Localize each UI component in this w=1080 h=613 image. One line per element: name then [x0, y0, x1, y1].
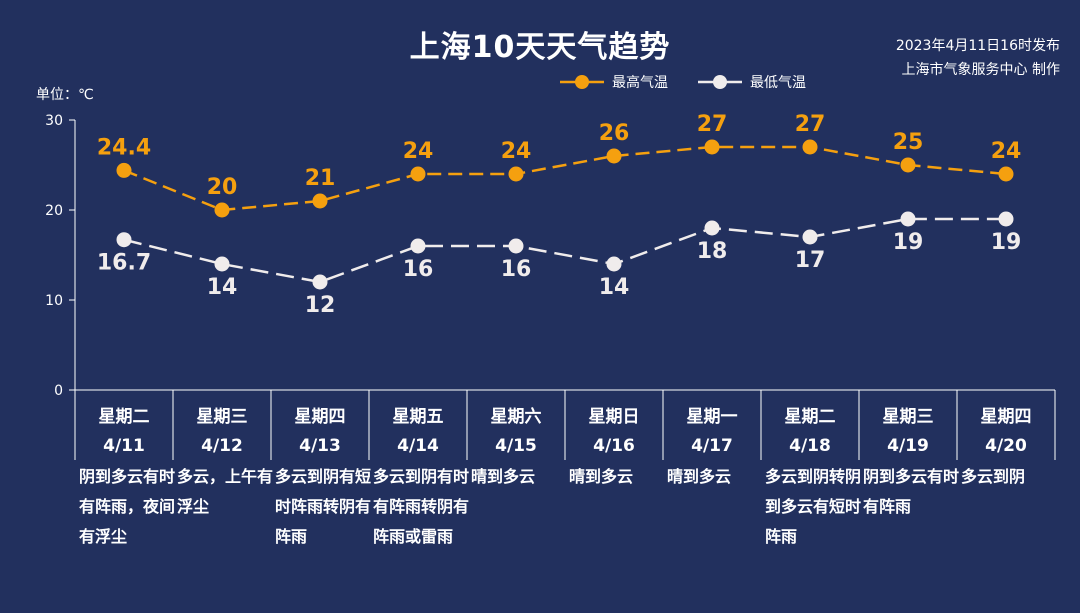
- data-label-high: 24: [991, 139, 1022, 164]
- x-tick-date: 4/13: [299, 436, 341, 456]
- x-tick-weekday: 星期四: [295, 407, 346, 427]
- data-point-low: [998, 211, 1014, 227]
- x-tick-date: 4/14: [397, 436, 439, 456]
- data-label-low: 16: [403, 257, 434, 282]
- unit-label: 单位：℃: [36, 87, 94, 103]
- x-tick-date: 4/15: [495, 436, 537, 456]
- series-line-high: [123, 145, 1007, 212]
- data-label-low: 16.7: [97, 251, 151, 276]
- data-point-high: [606, 148, 622, 164]
- legend-label-low: 最低气温: [750, 75, 806, 91]
- condition-text: 多云到阴: [961, 467, 1026, 486]
- data-label-high: 24: [403, 139, 434, 164]
- condition-text: 晴到多云: [471, 467, 536, 486]
- data-label-low: 12: [305, 293, 336, 318]
- data-label-low: 14: [207, 275, 238, 300]
- y-tick-label: 30: [45, 113, 63, 129]
- x-tick-weekday: 星期五: [393, 407, 444, 427]
- y-tick-label: 20: [45, 203, 63, 219]
- data-label-high: 26: [599, 121, 630, 146]
- data-label-high: 24.4: [97, 135, 151, 160]
- legend-item-high: 最高气温: [560, 72, 668, 92]
- x-tick-weekday: 星期二: [785, 407, 836, 427]
- data-point-low: [900, 211, 916, 227]
- data-point-low: [410, 238, 426, 254]
- data-label-high: 24: [501, 139, 532, 164]
- data-label-low: 19: [991, 230, 1022, 255]
- data-label-high: 20: [207, 175, 238, 200]
- data-point-high: [998, 166, 1014, 182]
- condition-text: 阴到多云有时有阵雨: [863, 467, 960, 516]
- series-line-low: [123, 217, 1006, 284]
- data-point-high: [214, 202, 230, 218]
- condition-text: 多云到阴有时有阵雨转阴有阵雨或雷雨: [373, 467, 470, 546]
- x-tick-date: 4/16: [593, 436, 635, 456]
- x-tick-date: 4/11: [103, 436, 145, 456]
- data-label-low: 17: [795, 248, 826, 273]
- x-tick-date: 4/20: [985, 436, 1027, 456]
- x-tick-weekday: 星期六: [491, 406, 542, 427]
- data-point-high: [704, 139, 720, 155]
- legend-item-low: 最低气温: [698, 72, 806, 92]
- data-point-low: [802, 229, 818, 245]
- legend-swatch-high: [560, 75, 604, 89]
- publish-info: 2023年4月11日16时发布 上海市气象服务中心 制作: [896, 34, 1060, 82]
- condition-text: 晴到多云: [569, 467, 634, 486]
- chart-title: 上海10天天气趋势: [409, 30, 671, 65]
- data-label-high: 25: [893, 130, 924, 155]
- y-tick-label: 10: [45, 293, 63, 309]
- x-tick-date: 4/18: [789, 436, 831, 456]
- x-tick-weekday: 星期二: [99, 407, 150, 427]
- x-tick-weekday: 星期三: [883, 407, 934, 427]
- legend-swatch-low: [698, 75, 742, 89]
- condition-text: 阴到多云有时有阵雨，夜间有浮尘: [79, 467, 176, 546]
- data-point-high: [802, 139, 818, 155]
- x-tick-weekday: 星期一: [687, 407, 738, 427]
- data-point-low: [312, 274, 328, 290]
- publish-time: 2023年4月11日16时发布: [895, 38, 1060, 54]
- data-point-low: [508, 238, 524, 254]
- condition-text: 多云到阴转阴到多云有短时阵雨: [765, 467, 862, 546]
- data-point-high: [508, 166, 524, 182]
- data-point-high: [116, 162, 132, 178]
- condition-text: 多云到阴有短时阵雨转阴有阵雨: [275, 467, 372, 546]
- data-point-low: [116, 232, 132, 248]
- data-label-low: 19: [893, 230, 924, 255]
- publisher: 上海市气象服务中心 制作: [901, 62, 1060, 78]
- data-point-low: [606, 256, 622, 272]
- data-label-high: 21: [305, 166, 336, 191]
- x-tick-date: 4/17: [691, 436, 733, 456]
- data-label-low: 14: [599, 275, 630, 300]
- y-tick-label: 0: [54, 383, 63, 399]
- condition-text: 多云，上午有浮尘: [177, 467, 274, 516]
- x-tick-date: 4/19: [887, 436, 929, 456]
- x-tick-weekday: 星期三: [197, 407, 248, 427]
- legend-label-high: 最高气温: [612, 75, 668, 91]
- data-point-high: [312, 193, 328, 209]
- data-label-high: 27: [697, 112, 728, 137]
- x-tick-weekday: 星期日: [589, 407, 640, 427]
- data-point-high: [900, 157, 916, 173]
- condition-text: 晴到多云: [667, 467, 732, 486]
- data-point-low: [704, 220, 720, 236]
- data-point-high: [410, 166, 426, 182]
- data-label-high: 27: [795, 112, 826, 137]
- x-tick-date: 4/12: [201, 436, 243, 456]
- data-label-low: 16: [501, 257, 532, 282]
- legend: 最高气温 最低气温: [560, 70, 836, 94]
- x-tick-weekday: 星期四: [981, 407, 1032, 427]
- data-label-low: 18: [697, 239, 728, 264]
- data-point-low: [214, 256, 230, 272]
